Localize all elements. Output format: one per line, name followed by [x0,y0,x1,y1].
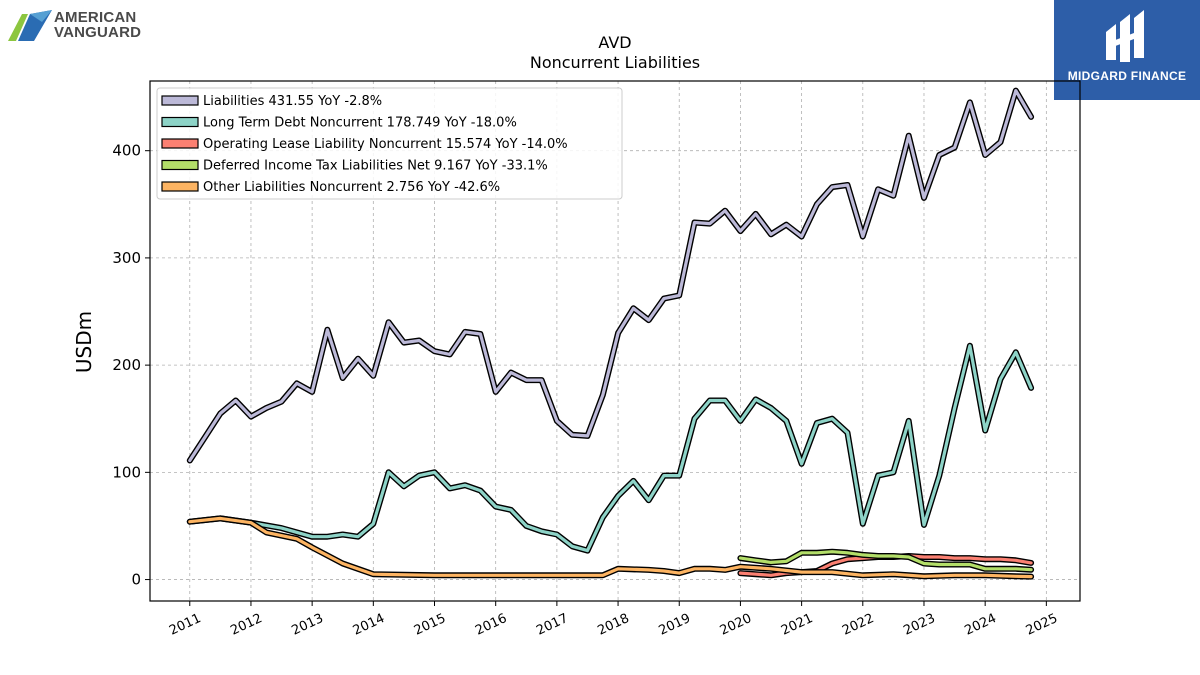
x-tick-label: 2013 [289,611,325,639]
midgard-brand-text: MIDGARD FINANCE [1067,69,1187,83]
legend-label: Operating Lease Liability Noncurrent 15.… [203,137,568,152]
series-line [738,550,1033,572]
x-tick-label: 2018 [595,611,631,639]
series-line-outline [186,515,1035,580]
legend-label: Liabilities 431.55 YoY -2.8% [203,94,382,109]
legend-swatch [161,181,199,192]
x-tick-label: 2024 [963,611,999,639]
series-line [188,344,1033,553]
american-vanguard-wordmark: AMERICAN VANGUARD [54,10,141,40]
legend-label: Deferred Income Tax Liabilities Net 9.16… [203,159,548,174]
logo-line-2: VANGUARD [54,24,142,41]
american-vanguard-logo-mark [8,10,52,41]
x-tick-label: 2022 [840,611,876,639]
y-tick-label: 0 [131,571,141,589]
x-tick-label: 2012 [228,611,264,639]
x-tick-label: 2019 [657,611,693,639]
x-tick-label: 2011 [167,611,203,639]
midgard-logo-mark [1106,10,1144,62]
legend-label: Other Liabilities Noncurrent 2.756 YoY -… [203,180,500,195]
midgard-finance-logo: MIDGARD FINANCE [1054,0,1200,100]
y-tick-label: 100 [112,463,141,481]
legend: Liabilities 431.55 YoY -2.8% Long Term De… [156,87,623,200]
legend-swatch [161,116,199,128]
x-tick-label: 2015 [412,611,448,639]
x-tick-label: 2016 [473,611,509,639]
logo-line-1: AMERICAN [54,9,137,26]
series-line [188,89,1033,463]
x-tick-label: 2021 [779,611,815,639]
x-tick-label: 2020 [718,611,754,639]
american-vanguard-logo: AMERICAN VANGUARD [8,8,168,44]
legend-box [156,87,623,200]
legend-swatch [161,159,199,171]
legend-label: Long Term Debt Noncurrent 178.749 YoY -1… [203,116,517,131]
x-tick-label: 2014 [351,611,387,639]
legend-swatch [161,95,199,106]
y-tick-label: 200 [112,356,141,374]
chart-title: AVD [598,33,631,52]
x-tick-label: 2017 [534,611,570,639]
series-line [188,516,1033,579]
x-tick-label: 2025 [1024,611,1060,639]
legend-swatch [161,138,199,149]
series-lines [186,87,1035,580]
x-tick-label: 2023 [901,611,937,639]
chart-subtitle: Noncurrent Liabilities [530,53,700,72]
plot-frame [149,80,1081,602]
y-axis-label: USDm [72,311,96,373]
y-tick-label: 300 [112,249,141,267]
y-tick-label: 400 [112,142,141,160]
